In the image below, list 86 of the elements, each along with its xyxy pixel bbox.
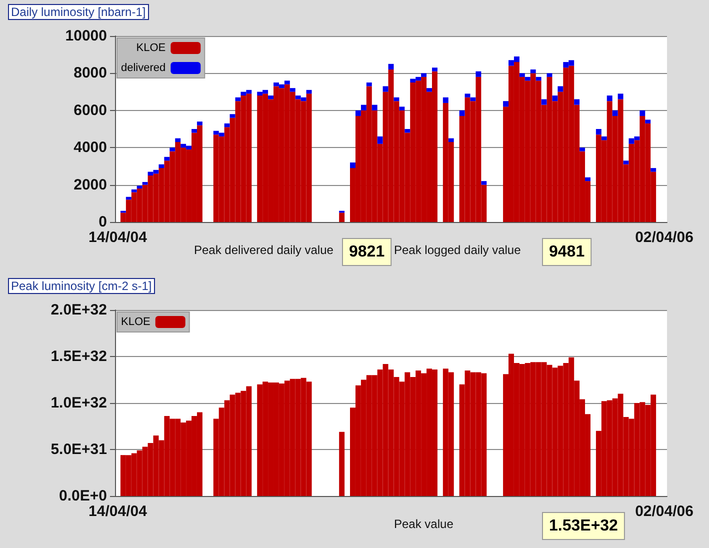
- bar: [360, 104, 366, 110]
- bar: [558, 86, 564, 92]
- bar: [481, 181, 487, 185]
- bar: [618, 94, 624, 100]
- y-tick-label: 0: [98, 214, 107, 230]
- bar: [366, 82, 372, 86]
- bar: [421, 73, 427, 77]
- bar: [650, 168, 656, 172]
- bar: [268, 96, 274, 100]
- bar: [432, 68, 438, 72]
- bar: [404, 129, 410, 133]
- bar: [580, 148, 586, 152]
- bar: [377, 136, 383, 144]
- bar: [170, 148, 176, 152]
- bar: [640, 110, 646, 116]
- bar: [470, 97, 476, 102]
- bar: [192, 129, 197, 133]
- bar: [230, 114, 236, 118]
- bar: [355, 110, 361, 116]
- bar: [601, 136, 607, 140]
- y-tick-label: 5.0E+31: [50, 441, 107, 458]
- bar: [382, 86, 388, 92]
- x-tick-label: 14/04/04: [88, 229, 148, 246]
- bar: [388, 64, 394, 70]
- bar: [442, 97, 448, 103]
- bar: [158, 164, 164, 168]
- bar: [426, 88, 432, 92]
- bar: [524, 76, 530, 81]
- y-tick-label: 2000: [74, 176, 107, 194]
- bar: [459, 110, 465, 116]
- bar: [606, 96, 612, 102]
- text: 9481: [549, 244, 585, 260]
- bar: [530, 69, 536, 74]
- legend-label: KLOE: [120, 316, 150, 328]
- bar: [645, 120, 651, 124]
- x-tick-label: 02/04/06: [635, 229, 694, 246]
- y-tick-label: 0.0E+0: [59, 488, 107, 504]
- bar: [623, 160, 629, 164]
- bar: [175, 138, 181, 142]
- y-tick-label: 8000: [74, 64, 107, 82]
- text: Peak value: [394, 517, 454, 531]
- bar: [142, 182, 148, 185]
- bar: [350, 162, 356, 168]
- bar: [290, 88, 296, 92]
- legend-label: delivered: [121, 62, 166, 74]
- y-tick-label: 4000: [74, 139, 107, 156]
- y-tick-label: 1.0E+32: [50, 394, 107, 412]
- bar: [235, 97, 241, 102]
- bar: [164, 156, 170, 161]
- y-tick-label: 6000: [74, 102, 107, 119]
- y-tick-label: 2.0E+32: [50, 302, 107, 318]
- bar: [552, 96, 558, 102]
- chart-title: Peak luminosity [cm-2 s-1]: [11, 279, 152, 293]
- bar: [596, 129, 602, 135]
- text: Peak delivered daily value: [194, 243, 334, 257]
- bar: [574, 99, 580, 105]
- legend-label: KLOE: [136, 42, 166, 54]
- x-tick-label: 02/04/06: [635, 503, 694, 520]
- bar: [126, 196, 132, 200]
- text: 1.53E+32: [549, 518, 618, 534]
- bar: [339, 212, 345, 222]
- bar: [536, 76, 542, 81]
- bar: [224, 123, 230, 128]
- bar: [136, 186, 142, 189]
- text: 9821: [349, 244, 385, 260]
- bar: [519, 73, 525, 77]
- bar: [476, 71, 482, 77]
- bar: [612, 110, 618, 116]
- bar: [585, 177, 590, 182]
- bar: [448, 138, 454, 142]
- bar: [394, 97, 400, 102]
- bar: [503, 101, 509, 107]
- x-tick-label: 14/04/04: [88, 503, 148, 520]
- bar: [464, 94, 470, 98]
- bar: [541, 99, 547, 105]
- bar: [372, 104, 378, 110]
- bar: [131, 189, 137, 192]
- bar: [196, 122, 202, 126]
- bar: [306, 90, 312, 94]
- bar: [284, 80, 290, 84]
- bar: [399, 106, 405, 110]
- y-tick-label: 1.5E+32: [50, 348, 107, 365]
- text: Peak logged daily value: [394, 243, 522, 257]
- y-tick-label: 10000: [65, 28, 107, 44]
- chart-title: Daily luminosity [nbarn-1]: [11, 5, 146, 19]
- bar: [546, 73, 552, 77]
